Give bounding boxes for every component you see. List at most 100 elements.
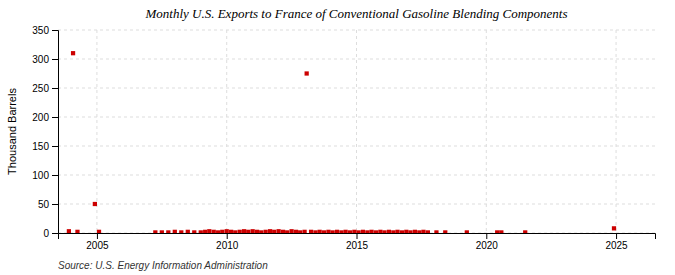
grid-line — [616, 30, 617, 233]
tick-mark — [52, 59, 58, 60]
point — [179, 230, 183, 233]
point — [289, 229, 293, 233]
grid — [58, 30, 655, 233]
points — [67, 51, 616, 233]
point — [71, 51, 75, 55]
point — [277, 229, 281, 233]
tick-label: 250 — [32, 83, 49, 94]
point — [220, 230, 224, 233]
tick-label: 200 — [32, 112, 49, 123]
point — [160, 230, 164, 233]
tick: 2010 — [216, 233, 239, 251]
point — [281, 230, 285, 233]
tick: 250 — [32, 83, 58, 94]
point — [268, 229, 272, 233]
tick: 150 — [32, 141, 58, 152]
point — [216, 230, 220, 233]
point — [404, 230, 408, 233]
point — [93, 202, 97, 206]
tick-mark — [486, 233, 487, 239]
tick-label: 2025 — [605, 240, 628, 251]
grid-line — [226, 30, 227, 233]
tick-mark — [227, 233, 228, 239]
tick: 0 — [43, 228, 58, 239]
point — [361, 230, 365, 233]
grid-line — [356, 30, 357, 233]
tick-mark — [52, 204, 58, 205]
point — [387, 230, 391, 233]
point — [499, 230, 503, 233]
point — [298, 230, 302, 233]
point — [212, 230, 216, 233]
plot-area: 2005201020152020202505010015020025030035… — [32, 25, 655, 251]
point — [443, 230, 447, 233]
point — [326, 230, 330, 233]
tick-mark — [616, 233, 617, 239]
point — [207, 229, 211, 233]
point — [255, 230, 259, 233]
point — [246, 230, 250, 233]
chart: 2005201020152020202505010015020025030035… — [0, 0, 675, 275]
tick-mark — [52, 175, 58, 176]
point — [417, 230, 421, 233]
point — [523, 230, 527, 233]
tick-mark — [52, 88, 58, 89]
point — [264, 230, 268, 233]
point — [318, 230, 322, 233]
point — [225, 229, 229, 233]
point — [305, 71, 309, 75]
tick: 50 — [38, 199, 58, 210]
point — [166, 230, 170, 233]
point — [365, 230, 369, 233]
point — [434, 230, 438, 233]
point — [382, 230, 386, 233]
x-axis: 20052010201520202025 — [59, 233, 656, 251]
tick-label: 0 — [43, 228, 49, 239]
point — [272, 230, 276, 233]
tick: 2005 — [86, 233, 109, 251]
point — [374, 230, 378, 233]
point — [421, 230, 425, 233]
point — [313, 230, 317, 233]
point — [294, 230, 298, 233]
point — [400, 230, 404, 233]
tick-label: 50 — [38, 199, 50, 210]
point — [67, 229, 71, 233]
tick: 300 — [32, 54, 58, 65]
tick-label: 100 — [32, 170, 49, 181]
tick: 350 — [32, 25, 58, 36]
tick-mark — [52, 146, 58, 147]
tick: 2025 — [605, 233, 628, 251]
title: Monthly U.S. Exports to France of Conven… — [144, 6, 567, 21]
tick-label: 350 — [32, 25, 49, 36]
point — [302, 230, 306, 233]
point — [186, 230, 190, 233]
point — [612, 226, 616, 230]
tick-mark — [357, 233, 358, 239]
point — [285, 230, 289, 233]
y-axis-label: Thousand Barrels — [6, 88, 18, 175]
point — [391, 230, 395, 233]
point — [259, 230, 263, 233]
tick: 100 — [32, 170, 58, 181]
point — [238, 230, 242, 233]
point — [369, 230, 373, 233]
point — [395, 230, 399, 233]
point — [356, 230, 360, 233]
tick-label: 2010 — [216, 240, 239, 251]
tick-label: 2015 — [346, 240, 369, 251]
tick-mark — [97, 233, 98, 239]
point — [173, 230, 177, 233]
point — [322, 230, 326, 233]
point — [330, 230, 334, 233]
point — [199, 230, 203, 233]
point — [309, 230, 313, 233]
point — [233, 230, 237, 233]
axis-line — [59, 234, 656, 240]
tick-label: 300 — [32, 54, 49, 65]
point — [75, 230, 79, 233]
point — [229, 230, 233, 233]
point — [335, 230, 339, 233]
axis-line — [52, 31, 59, 234]
point — [495, 230, 499, 233]
